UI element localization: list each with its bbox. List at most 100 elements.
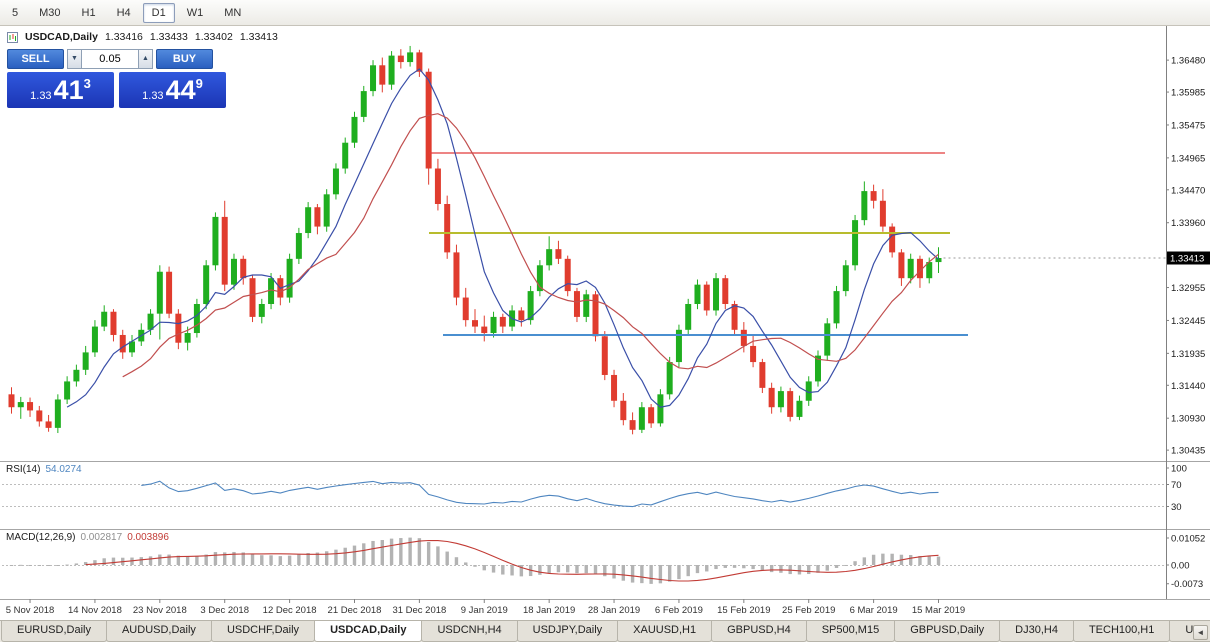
svg-text:1.35475: 1.35475 [1171,120,1205,131]
timeframe-toolbar: 5 M30 H1 H4 D1 W1 MN [0,0,1210,26]
svg-text:0.00: 0.00 [1171,561,1190,572]
svg-text:6 Mar 2019: 6 Mar 2019 [850,605,898,616]
svg-text:-0.0073: -0.0073 [1171,579,1203,590]
svg-text:1.33960: 1.33960 [1171,218,1205,229]
svg-text:14 Nov 2018: 14 Nov 2018 [68,605,122,616]
timeframe-button-mn[interactable]: MN [224,6,242,19]
rsi-indicator-label: RSI(14) 54.0274 [6,464,82,475]
ma-fast-line [66,68,939,408]
chart-tab-bar: EURUSD,Daily AUDUSD,Daily USDCHF,Daily USDC… [0,620,1210,642]
rsi-panel: 100 70 30 [2,464,1187,513]
macd-indicator-label: MACD(12,26,9) 0.002817 0.003896 [6,532,169,543]
svg-text:12 Dec 2018: 12 Dec 2018 [263,605,317,616]
ohlc-low: 1.33402 [194,31,233,43]
chart-area[interactable]: 1.33413 1.36480 1.35985 1.35475 1.34965 1.344… [0,26,1210,620]
sell-button[interactable]: SELL [7,49,64,69]
timeframe-button-w1[interactable]: W1 [186,6,204,19]
bid-price-marker: 1.33413 [943,251,1210,265]
svg-text:0.01052: 0.01052 [1171,533,1205,544]
volume-increase-button[interactable]: ▲ [138,49,153,69]
macd-name: MACD(12,26,9) [6,532,76,543]
ohlc-open: 1.33416 [104,31,143,43]
timeframe-button-m30[interactable]: M30 [39,6,61,19]
bid-price-pips: 41 [53,75,84,105]
tab-gbpusd-h4[interactable]: GBPUSD,H4 [711,621,807,642]
tab-audusd-daily[interactable]: AUDUSD,Daily [105,621,212,642]
ask-price-point: 9 [195,76,203,91]
buy-price-panel[interactable]: 1.33 44 9 [119,72,226,108]
timeframe-button-h1[interactable]: H1 [81,6,96,19]
timeframe-button-5[interactable]: 5 [12,6,19,19]
chart-header: USDCAD,Daily 1.33416 1.33433 1.33402 1.3… [7,31,278,43]
svg-text:1.34965: 1.34965 [1171,153,1205,164]
svg-text:15 Mar 2019: 15 Mar 2019 [912,605,965,616]
tab-dj30-h4[interactable]: DJ30,H4 [999,621,1074,642]
svg-text:1.34470: 1.34470 [1171,185,1205,196]
svg-text:5 Nov 2018: 5 Nov 2018 [6,605,55,616]
chart-symbol-label: USDCAD,Daily [25,31,98,43]
chart-tabs: EURUSD,Daily AUDUSD,Daily USDCHF,Daily USDC… [1,621,1210,642]
time-axis[interactable]: 5 Nov 2018 14 Nov 2018 23 Nov 2018 3 Dec 20… [6,599,965,616]
tab-xauusd-h1[interactable]: XAUUSD,H1 [617,621,713,642]
svg-text:70: 70 [1171,480,1182,491]
macd-histogram [9,537,941,584]
volume-decrease-button[interactable]: ▼ [67,49,82,69]
svg-text:1.36480: 1.36480 [1171,56,1205,67]
timeframe-button-d1[interactable]: D1 [142,2,175,23]
svg-text:30: 30 [1171,502,1182,513]
ask-price-pips: 44 [165,75,196,105]
ohlc-close: 1.33413 [239,31,278,43]
bid-price-point: 3 [83,76,91,91]
tab-gbpusd-daily[interactable]: GBPUSD,Daily [894,621,1001,642]
tab-eurusd-daily[interactable]: EURUSD,Daily [1,621,107,642]
svg-text:1.32955: 1.32955 [1171,283,1205,294]
volume-input[interactable] [82,49,138,69]
svg-text:1.31935: 1.31935 [1171,349,1205,360]
rsi-name: RSI(14) [6,464,41,475]
svg-text:18 Jan 2019: 18 Jan 2019 [523,605,575,616]
macd-signal-line [85,539,939,582]
svg-text:25 Feb 2019: 25 Feb 2019 [782,605,835,616]
svg-text:1.31440: 1.31440 [1171,381,1205,392]
bid-price-prefix: 1.33 [30,90,52,102]
tab-sp500-m15[interactable]: SP500,M15 [805,621,896,642]
svg-text:1.32445: 1.32445 [1171,316,1205,327]
macd-axis: 0.01052 0.00 -0.0073 [1166,533,1205,590]
candlestick-series [8,45,942,435]
svg-text:23 Nov 2018: 23 Nov 2018 [133,605,187,616]
tab-scroll-left-button[interactable]: ◄ [1193,625,1208,640]
buy-button[interactable]: BUY [156,49,213,69]
timeframe-button-h4[interactable]: H4 [116,6,131,19]
svg-text:6 Feb 2019: 6 Feb 2019 [655,605,703,616]
ask-price-prefix: 1.33 [142,90,164,102]
macd-main-value: 0.002817 [80,532,123,543]
svg-text:15 Feb 2019: 15 Feb 2019 [717,605,770,616]
svg-text:3 Dec 2018: 3 Dec 2018 [200,605,249,616]
svg-text:1.33413: 1.33413 [1170,254,1204,265]
sell-price-panel[interactable]: 1.33 41 3 [7,72,114,108]
tab-usdchf-daily[interactable]: USDCHF,Daily [210,621,316,642]
svg-text:1.30435: 1.30435 [1171,446,1205,457]
ohlc-high: 1.33433 [149,31,188,43]
rsi-value: 54.0274 [45,464,82,475]
svg-text:31 Dec 2018: 31 Dec 2018 [392,605,446,616]
tab-tech100-h1[interactable]: TECH100,H1 [1072,621,1171,642]
chart-icon [7,31,18,43]
tab-usdjpy-daily[interactable]: USDJPY,Daily [516,621,619,642]
svg-text:21 Dec 2018: 21 Dec 2018 [328,605,382,616]
svg-text:28 Jan 2019: 28 Jan 2019 [588,605,640,616]
svg-text:100: 100 [1171,464,1187,475]
volume-control: ▼ ▲ [67,49,153,69]
rsi-line [141,480,939,508]
svg-text:1.35985: 1.35985 [1171,88,1205,99]
ma-slow-line [122,113,939,378]
svg-text:9 Jan 2019: 9 Jan 2019 [461,605,508,616]
tab-usdcnh-h4[interactable]: USDCNH,H4 [421,621,518,642]
macd-signal-value: 0.003896 [127,532,169,543]
tab-usdcad-daily[interactable]: USDCAD,Daily [314,621,423,642]
main-chart-canvas[interactable]: 1.334131.364801.359851.354751.349651.344… [0,26,1210,620]
svg-text:1.30930: 1.30930 [1171,414,1205,425]
price-axis[interactable]: 1.36480 1.35985 1.35475 1.34965 1.34470 1.339… [1166,56,1205,457]
